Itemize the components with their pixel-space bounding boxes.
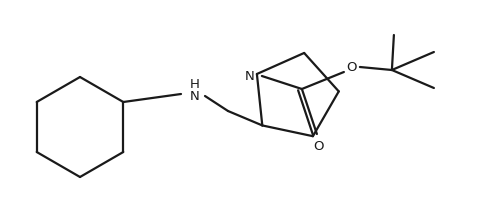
Text: N: N bbox=[190, 90, 200, 103]
Text: O: O bbox=[314, 140, 324, 153]
Text: N: N bbox=[245, 70, 255, 83]
Text: O: O bbox=[347, 61, 357, 74]
Text: H: H bbox=[190, 78, 200, 91]
